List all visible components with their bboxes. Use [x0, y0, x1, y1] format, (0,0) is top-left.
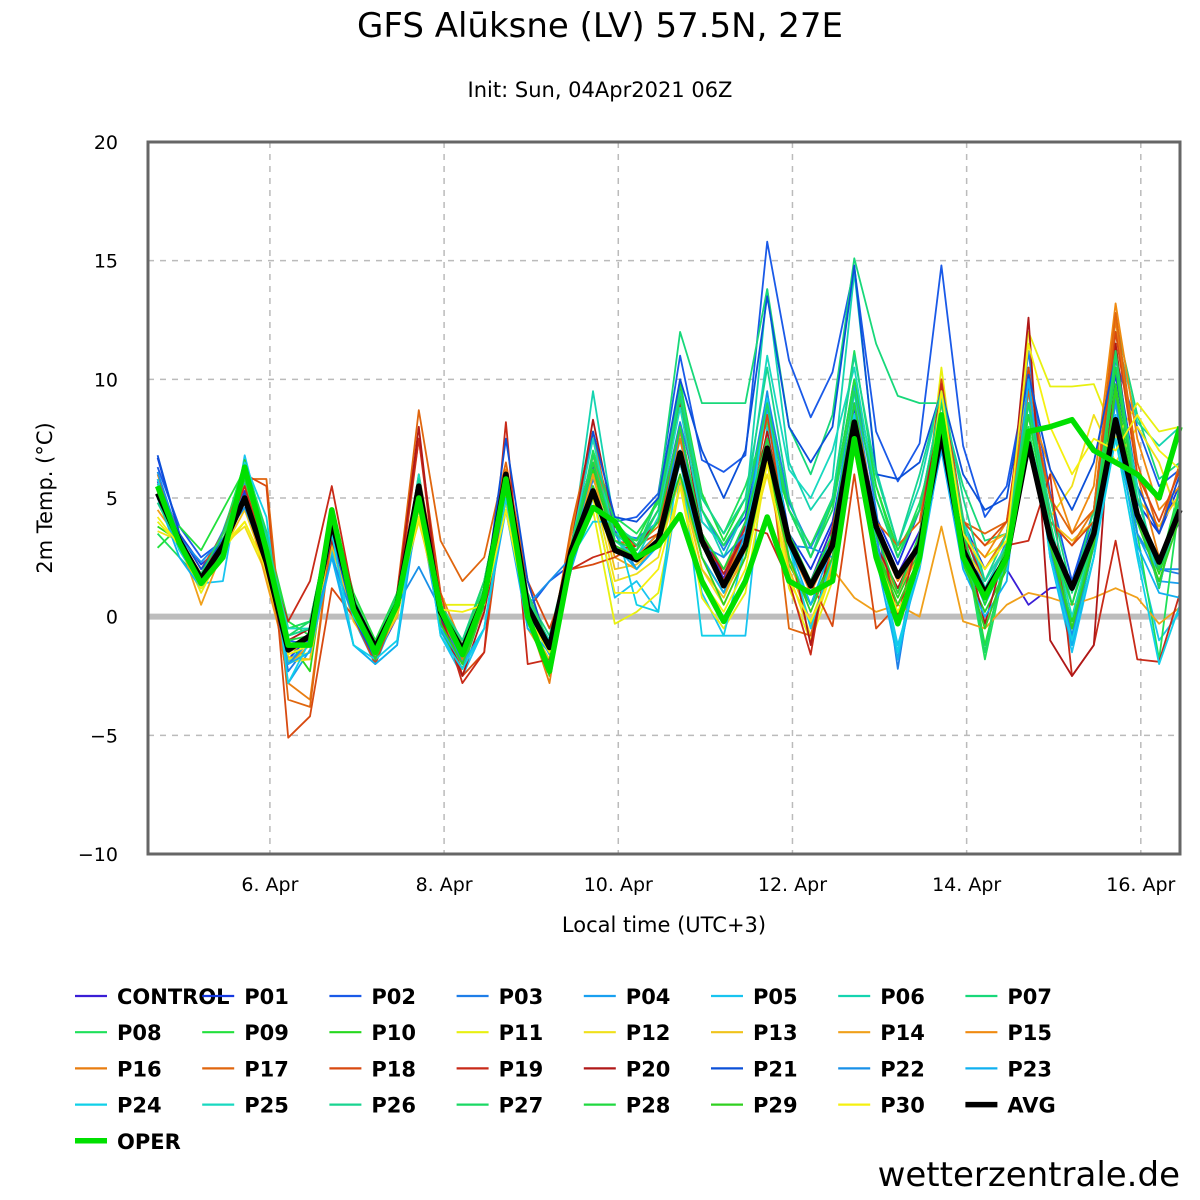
- legend-item-p27: P27: [456, 1094, 544, 1118]
- legend-item-control: CONTROL: [75, 985, 230, 1009]
- legend-item-p01: P01: [202, 985, 289, 1009]
- legend-label: P28: [626, 1094, 671, 1118]
- legend-item-p06: P06: [838, 985, 925, 1009]
- y-tick-label: 10: [94, 369, 118, 391]
- legend-label: P01: [244, 985, 289, 1009]
- grid-lines: [148, 142, 1180, 854]
- legend-item-p13: P13: [711, 1021, 798, 1045]
- legend-label: P15: [1007, 1021, 1052, 1045]
- y-axis-ticks: −10 −5 0 5 10 15 20: [78, 132, 118, 866]
- y-tick-label: 0: [106, 607, 118, 629]
- legend: CONTROL P01 P02 P03 P04 P05 P06 P07 P08 P09 P10 P11…: [75, 985, 1056, 1154]
- x-tick-label: 10. Apr: [584, 874, 653, 896]
- legend-label: P13: [753, 1021, 798, 1045]
- legend-label: P11: [499, 1021, 544, 1045]
- legend-item-p19: P19: [456, 1057, 544, 1081]
- legend-label: P20: [626, 1057, 671, 1081]
- legend-item-avg: AVG: [965, 1094, 1056, 1118]
- legend-label: P08: [117, 1021, 162, 1045]
- legend-label: P07: [1007, 985, 1052, 1009]
- legend-label: P14: [880, 1021, 925, 1045]
- legend-label: P16: [117, 1057, 162, 1081]
- series-line-p18: [156, 330, 1181, 739]
- legend-item-p03: P03: [456, 985, 544, 1009]
- y-tick-label: 20: [94, 132, 118, 154]
- legend-item-p22: P22: [838, 1057, 925, 1081]
- legend-item-p11: P11: [456, 1021, 544, 1045]
- x-axis-ticks: 6. Apr 8. Apr 10. Apr 12. Apr 14. Apr 16. Apr: [241, 874, 1175, 896]
- legend-item-p15: P15: [965, 1021, 1052, 1045]
- legend-label: P09: [244, 1021, 289, 1045]
- legend-label: P05: [753, 985, 798, 1009]
- legend-label: P19: [499, 1057, 544, 1081]
- x-tick-label: 14. Apr: [932, 874, 1001, 896]
- legend-label: AVG: [1007, 1094, 1055, 1118]
- legend-label: P26: [371, 1094, 416, 1118]
- x-tick-label: 16. Apr: [1106, 874, 1175, 896]
- legend-label: P21: [753, 1057, 798, 1081]
- x-tick-label: 12. Apr: [758, 874, 827, 896]
- legend-item-p16: P16: [75, 1057, 162, 1081]
- legend-item-p08: P08: [75, 1021, 162, 1045]
- legend-item-p17: P17: [202, 1057, 289, 1081]
- legend-label: P18: [371, 1057, 416, 1081]
- legend-item-p14: P14: [838, 1021, 925, 1045]
- legend-item-p29: P29: [711, 1094, 798, 1118]
- x-tick-label: 8. Apr: [416, 874, 473, 896]
- x-tick-label: 6. Apr: [241, 874, 298, 896]
- y-tick-label: 5: [106, 488, 118, 510]
- legend-item-p25: P25: [202, 1094, 289, 1118]
- legend-item-p10: P10: [329, 1021, 416, 1045]
- y-axis-label: 2m Temp. (°C): [33, 422, 57, 573]
- x-axis-label: Local time (UTC+3): [562, 913, 766, 937]
- legend-label: OPER: [117, 1130, 181, 1154]
- legend-item-p26: P26: [329, 1094, 416, 1118]
- legend-item-p12: P12: [583, 1021, 671, 1045]
- legend-item-p04: P04: [583, 985, 671, 1009]
- legend-item-p18: P18: [329, 1057, 416, 1081]
- legend-label: P10: [371, 1021, 416, 1045]
- legend-item-p07: P07: [965, 985, 1052, 1009]
- legend-item-p02: P02: [329, 985, 416, 1009]
- legend-label: P23: [1007, 1057, 1052, 1081]
- legend-item-p21: P21: [711, 1057, 798, 1081]
- source-credit: wetterzentrale.de: [877, 1155, 1180, 1195]
- legend-label: P06: [880, 985, 925, 1009]
- plot-frame: [146, 140, 1182, 856]
- legend-item-p05: P05: [711, 985, 798, 1009]
- legend-item-oper: OPER: [75, 1130, 181, 1154]
- y-tick-label: −5: [90, 725, 118, 747]
- legend-item-p24: P24: [75, 1094, 162, 1118]
- legend-label: P29: [753, 1094, 798, 1118]
- legend-label: P30: [880, 1094, 925, 1118]
- legend-label: P22: [880, 1057, 925, 1081]
- chart-title: GFS Alūksne (LV) 57.5N, 27E: [357, 6, 843, 46]
- legend-label: P03: [499, 985, 544, 1009]
- legend-label: P25: [244, 1094, 289, 1118]
- y-tick-label: −10: [78, 844, 118, 866]
- legend-label: P27: [499, 1094, 544, 1118]
- legend-item-p09: P09: [202, 1021, 289, 1045]
- legend-label: P12: [626, 1021, 671, 1045]
- series-lines: [155, 240, 1183, 739]
- series-line-oper: [155, 412, 1183, 675]
- legend-item-p30: P30: [838, 1094, 925, 1118]
- legend-label: P04: [626, 985, 671, 1009]
- legend-item-p28: P28: [583, 1094, 671, 1118]
- chart-subtitle: Init: Sun, 04Apr2021 06Z: [467, 78, 733, 102]
- y-tick-label: 15: [94, 251, 118, 273]
- legend-item-p23: P23: [965, 1057, 1052, 1081]
- legend-label: P17: [244, 1057, 289, 1081]
- legend-label: P02: [371, 985, 416, 1009]
- legend-label: P24: [117, 1094, 162, 1118]
- legend-item-p20: P20: [583, 1057, 671, 1081]
